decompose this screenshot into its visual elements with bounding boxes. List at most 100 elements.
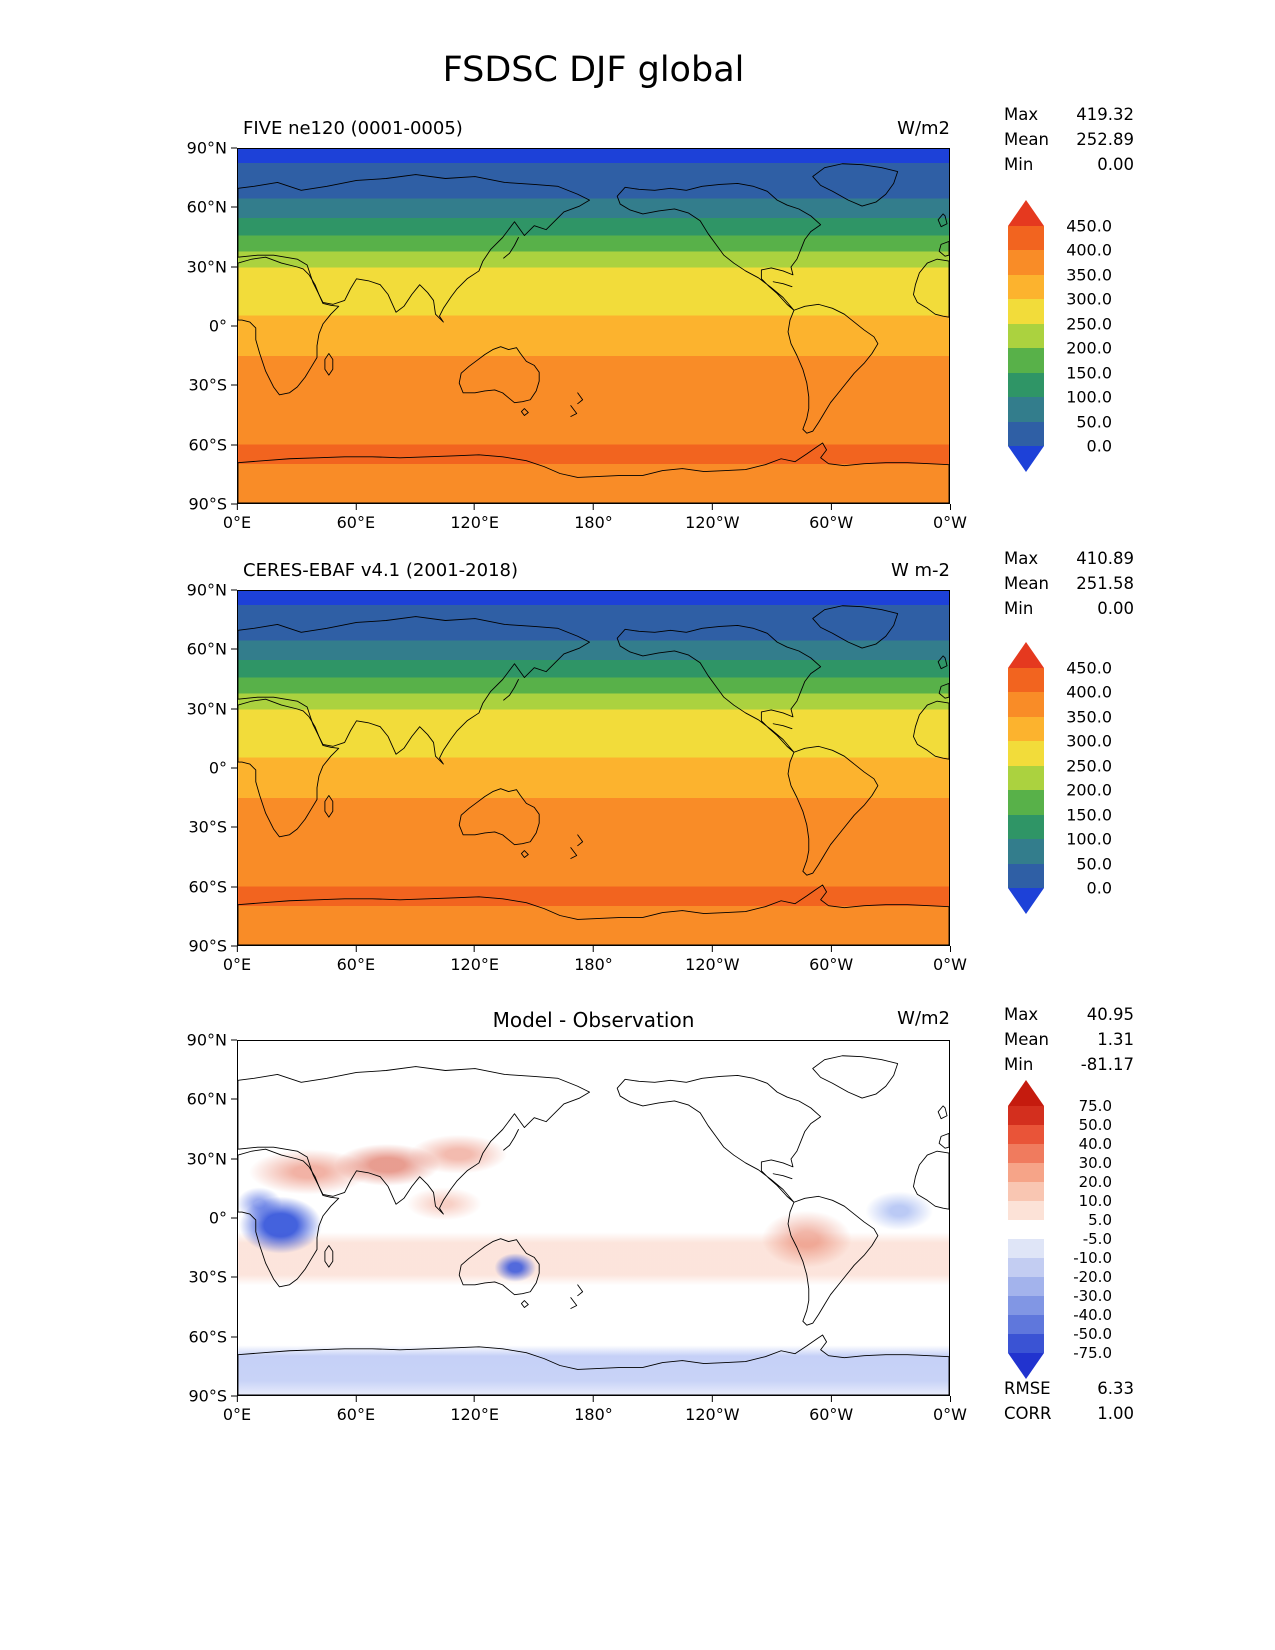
colorbar-labels-obs: 450.0 400.0 350.0 300.0 250.0 200.0 150.0 100.0… bbox=[1050, 659, 1112, 898]
x-tick-mark bbox=[236, 946, 238, 952]
colorbar-segment bbox=[1008, 299, 1044, 324]
colorbar-segment bbox=[1008, 1239, 1044, 1258]
colorbar-segment bbox=[1008, 668, 1044, 693]
x-tick: 0°W bbox=[933, 946, 967, 974]
colorbar-tick-label: -30.0 bbox=[1073, 1287, 1112, 1305]
y-tick-label: 60°S bbox=[188, 877, 227, 897]
colorbar-segment bbox=[1008, 1201, 1044, 1220]
colorbar-arrow-bottom-icon bbox=[1008, 888, 1044, 914]
x-tick: 60°E bbox=[337, 946, 375, 974]
x-tick-mark bbox=[236, 504, 238, 510]
x-tick-mark bbox=[592, 504, 594, 510]
x-axis-obs: 0°E 60°E 120°E 180° 120°W 60°W 0°W bbox=[223, 946, 967, 980]
colorbar-segment bbox=[1008, 1315, 1044, 1334]
y-tick: 30°S bbox=[188, 376, 237, 395]
metric-row-rmse: RMSE 6.33 bbox=[1004, 1376, 1134, 1401]
y-tick: 60°S bbox=[188, 435, 237, 454]
y-tick: 90°N bbox=[187, 139, 237, 158]
stats-obs: Max 410.89 Mean 251.58 Min 0.00 bbox=[1004, 546, 1134, 621]
x-tick-label: 120°E bbox=[450, 1405, 499, 1424]
y-tick-label: 90°S bbox=[188, 1386, 227, 1406]
x-tick: 0°E bbox=[223, 1396, 251, 1424]
y-tick: 90°S bbox=[188, 937, 237, 956]
stat-value-min: 0.00 bbox=[1097, 155, 1134, 174]
x-axis-diff: 0°E 60°E 120°E 180° 120°W 60°W 0°W bbox=[223, 1396, 967, 1430]
map-model bbox=[237, 148, 950, 504]
stat-row-mean: Mean 251.58 bbox=[1004, 571, 1134, 596]
colorbar-tick-label: 300.0 bbox=[1066, 731, 1112, 751]
colorbar-arrow-bottom-icon bbox=[1008, 446, 1044, 472]
colorbar-segment bbox=[1008, 1144, 1044, 1163]
stat-value-min: -81.17 bbox=[1080, 1055, 1134, 1074]
x-tick-label: 0°E bbox=[222, 955, 252, 974]
y-tick: 60°N bbox=[187, 1090, 237, 1109]
x-tick-mark bbox=[474, 1396, 476, 1402]
y-tick-mark bbox=[231, 325, 237, 327]
x-tick-mark bbox=[949, 504, 951, 510]
map-obs bbox=[237, 590, 950, 946]
y-tick-label: 90°N bbox=[186, 1030, 227, 1050]
x-tick-label: 180° bbox=[574, 513, 613, 532]
colorbar-tick-label: 400.0 bbox=[1066, 682, 1112, 702]
x-tick: 0°W bbox=[933, 1396, 967, 1424]
y-tick: 60°S bbox=[188, 1327, 237, 1346]
y-tick-label: 60°S bbox=[188, 435, 227, 455]
x-tick-mark bbox=[592, 1396, 594, 1402]
y-tick: 30°N bbox=[187, 699, 237, 718]
colorbar-tick-label: 200.0 bbox=[1066, 780, 1112, 800]
x-tick-label: 60°E bbox=[336, 513, 376, 532]
y-tick-mark bbox=[231, 767, 237, 769]
x-tick: 60°W bbox=[809, 946, 853, 974]
stat-value-max: 410.89 bbox=[1076, 549, 1134, 568]
y-tick: 30°N bbox=[187, 257, 237, 276]
colorbar-tick-label: 250.0 bbox=[1066, 314, 1112, 334]
x-tick-mark bbox=[711, 1396, 713, 1402]
x-tick-label: 180° bbox=[574, 955, 613, 974]
x-tick: 60°W bbox=[809, 1396, 853, 1424]
metric-row-corr: CORR 1.00 bbox=[1004, 1401, 1134, 1426]
colorbar-segment bbox=[1008, 716, 1044, 742]
colorbar-segment bbox=[1008, 839, 1044, 864]
y-tick-mark bbox=[231, 945, 237, 947]
y-tick: 30°N bbox=[187, 1149, 237, 1168]
stat-row-max: Max 410.89 bbox=[1004, 546, 1134, 571]
x-tick-mark bbox=[592, 946, 594, 952]
colorbar-arrow-bottom-icon bbox=[1008, 1353, 1044, 1379]
x-tick-mark bbox=[474, 504, 476, 510]
y-tick-mark bbox=[231, 444, 237, 446]
y-tick-label: 30°N bbox=[186, 1149, 227, 1169]
metric-value-rmse: 6.33 bbox=[1097, 1379, 1134, 1398]
y-tick-mark bbox=[231, 886, 237, 888]
metric-label-corr: CORR bbox=[1004, 1404, 1052, 1423]
colorbar-tick-label: 50.0 bbox=[1076, 854, 1112, 874]
colorbar-segment bbox=[1008, 790, 1044, 815]
stat-value-mean: 1.31 bbox=[1097, 1030, 1134, 1049]
y-tick: 0° bbox=[209, 1209, 237, 1228]
panel-unit: W/m2 bbox=[897, 1008, 950, 1029]
colorbar-tick-label: 450.0 bbox=[1066, 216, 1112, 236]
y-tick: 90°N bbox=[187, 581, 237, 600]
panel-diff-header: Model - Observation W/m2 bbox=[237, 1008, 950, 1034]
colorbar-tick-label: 100.0 bbox=[1066, 387, 1112, 407]
coastline-overlay bbox=[238, 1055, 949, 1395]
colorbar-segment bbox=[1008, 765, 1044, 791]
colorbar-arrow-top-icon bbox=[1008, 642, 1044, 668]
colorbar-tick-label: 0.0 bbox=[1086, 878, 1112, 898]
y-tick-label: 60°S bbox=[188, 1327, 227, 1347]
colorbar-segment bbox=[1008, 348, 1044, 373]
x-tick: 180° bbox=[574, 946, 613, 974]
y-tick: 30°S bbox=[188, 1268, 237, 1287]
colorbar-segment bbox=[1008, 226, 1044, 251]
y-tick: 0° bbox=[209, 317, 237, 336]
colorbar-tick-label: 200.0 bbox=[1066, 338, 1112, 358]
x-tick-mark bbox=[711, 504, 713, 510]
colorbar-tick-label: 450.0 bbox=[1066, 658, 1112, 678]
stats-model: Max 419.32 Mean 252.89 Min 0.00 bbox=[1004, 102, 1134, 177]
x-tick: 180° bbox=[574, 504, 613, 532]
figure-title: FSDSC DJF global bbox=[442, 50, 745, 90]
x-tick: 60°E bbox=[337, 504, 375, 532]
colorbar-segment bbox=[1008, 1296, 1044, 1315]
x-tick-mark bbox=[355, 1396, 357, 1402]
y-tick-mark bbox=[231, 648, 237, 650]
x-axis-model: 0°E 60°E 120°E 180° 120°W 60°W 0°W bbox=[223, 504, 967, 538]
